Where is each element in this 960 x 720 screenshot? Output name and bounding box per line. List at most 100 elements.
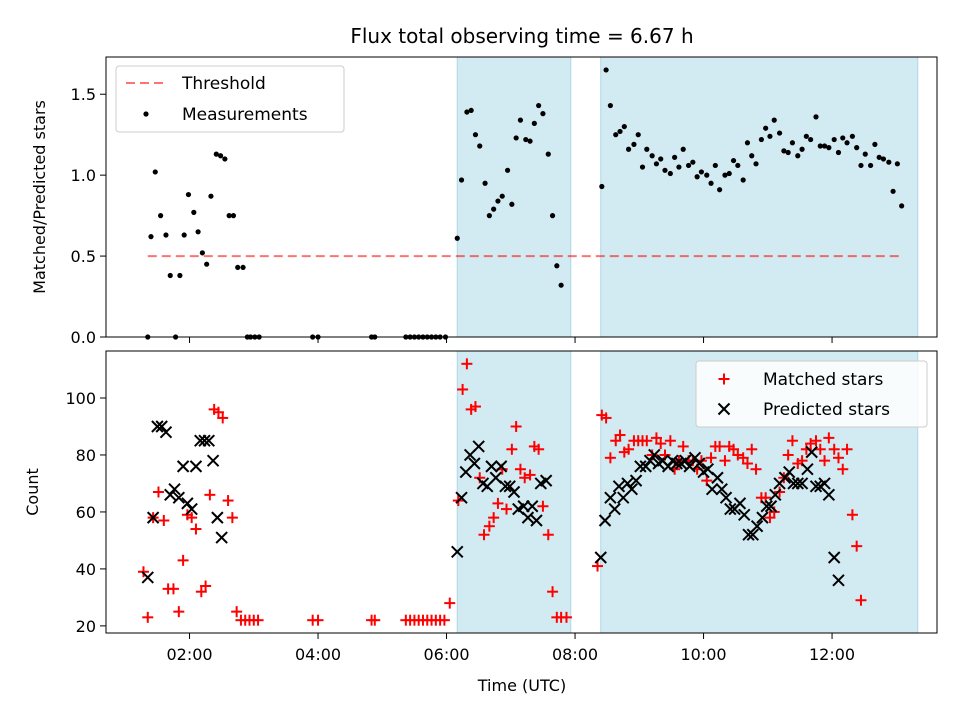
- matched-star-marker: [786, 435, 798, 447]
- measurement-point: [795, 153, 801, 159]
- bottom-y-tick-label: 100: [65, 389, 96, 408]
- measurement-point: [549, 213, 556, 219]
- x-tick-label: 04:00: [295, 645, 341, 664]
- measurement-point: [639, 164, 646, 170]
- measurement-point: [504, 167, 511, 173]
- measurement-point: [621, 123, 627, 130]
- measurement-point: [635, 132, 641, 138]
- predicted-star-marker: [151, 420, 164, 433]
- x-tick-label: 12:00: [809, 645, 855, 664]
- measurement-point: [658, 156, 664, 162]
- predicted-star-marker-b: [809, 480, 823, 493]
- measurement-point: [477, 143, 483, 149]
- measurement-point: [698, 169, 705, 175]
- measurement-point: [813, 114, 819, 120]
- measurement-point: [217, 153, 224, 159]
- measurement-point: [235, 264, 241, 271]
- measurement-point: [785, 149, 791, 156]
- predicted-star-marker: [172, 491, 186, 504]
- x-tick-label: 02:00: [166, 645, 212, 664]
- measurement-point: [199, 250, 205, 256]
- legend-threshold-label: Threshold: [181, 74, 266, 94]
- predicted-star-marker-b: [215, 531, 228, 544]
- measurement-point: [849, 133, 856, 139]
- predicted-star-marker: [634, 460, 647, 473]
- measurement-point: [540, 111, 546, 117]
- matched-star-marker: [547, 586, 559, 598]
- legend-matched-label: Matched stars: [763, 370, 883, 390]
- legend-predicted-marker: [717, 402, 731, 416]
- measurement-point: [607, 102, 613, 109]
- predicted-star-marker: [176, 460, 190, 473]
- predicted-star-marker: [805, 445, 818, 459]
- matched-star-marker: [217, 412, 229, 424]
- matched-star-marker: [533, 443, 545, 455]
- measurement-point: [767, 133, 773, 139]
- predicted-star-marker: [472, 440, 485, 453]
- predicted-star-marker-b: [801, 463, 814, 476]
- measurement-point: [191, 209, 197, 215]
- measurement-point: [491, 206, 497, 212]
- predicted-star-marker-b: [494, 460, 508, 473]
- predicted-star-marker: [521, 511, 535, 524]
- measurement-point: [458, 177, 465, 183]
- predicted-star-marker: [608, 502, 621, 516]
- measurement-point: [862, 151, 868, 157]
- top-x-ticks: [189, 337, 833, 343]
- measurement-point: [152, 169, 158, 175]
- measurement-point: [499, 193, 505, 199]
- matched-star-marker: [846, 509, 858, 521]
- matched-star-marker: [714, 440, 726, 452]
- matched-star-marker: [592, 560, 604, 572]
- predicted-star-marker: [683, 460, 696, 473]
- measurement-point: [835, 149, 842, 156]
- matched-star-marker: [444, 597, 456, 609]
- predicted-star-marker: [822, 488, 836, 502]
- matched-star-marker: [764, 512, 776, 524]
- x-tick-label: 08:00: [552, 645, 598, 664]
- measurement-point: [740, 177, 746, 183]
- predicted-star-marker-b: [521, 511, 535, 524]
- matched-star-marker: [312, 614, 324, 626]
- top-legend-box: [115, 65, 345, 133]
- measurement-point: [749, 153, 755, 159]
- matched-star-marker: [823, 432, 835, 444]
- predicted-star-marker: [719, 491, 733, 504]
- matched-star-marker: [560, 611, 572, 623]
- predicted-star-marker: [733, 497, 747, 510]
- top-legend: Threshold Measurements: [115, 65, 345, 133]
- measurement-point: [177, 272, 183, 279]
- legend-matched-marker: [718, 373, 730, 385]
- matched-star-marker: [501, 503, 513, 515]
- matched-star-marker: [492, 497, 504, 509]
- matched-star-marker: [200, 580, 212, 592]
- predicted-star-marker-b: [507, 485, 521, 499]
- bottom-y-ticks: 20 40 60 80 100: [65, 389, 106, 636]
- measurement-point: [726, 170, 732, 177]
- predicted-star-markers: [141, 420, 845, 587]
- matched-star-marker: [828, 443, 840, 455]
- measurement-point: [599, 183, 605, 190]
- matched-star-marker: [195, 586, 207, 598]
- predicted-star-marker: [539, 474, 553, 487]
- top-y-tick-label: 1.0: [71, 166, 96, 185]
- measurement-point: [523, 136, 529, 143]
- measurement-point: [789, 140, 796, 146]
- predicted-star-marker-b: [451, 545, 464, 559]
- predicted-star-marker: [604, 491, 617, 504]
- predicted-star-marker-b: [612, 480, 626, 493]
- predicted-star-marker: [670, 457, 683, 470]
- measurement-point: [495, 198, 501, 204]
- matched-star-marker: [510, 420, 522, 432]
- measurement-point: [821, 143, 828, 149]
- measurement-point: [482, 180, 488, 186]
- predicted-star-marker-b: [724, 502, 737, 516]
- predicted-star-marker: [530, 514, 543, 527]
- measurement-point: [625, 146, 632, 152]
- predicted-star-marker-b: [206, 454, 220, 467]
- predicted-star-marker: [202, 434, 216, 447]
- predicted-star-marker: [750, 519, 764, 533]
- measurement-point: [513, 135, 519, 141]
- measurement-point: [531, 120, 537, 126]
